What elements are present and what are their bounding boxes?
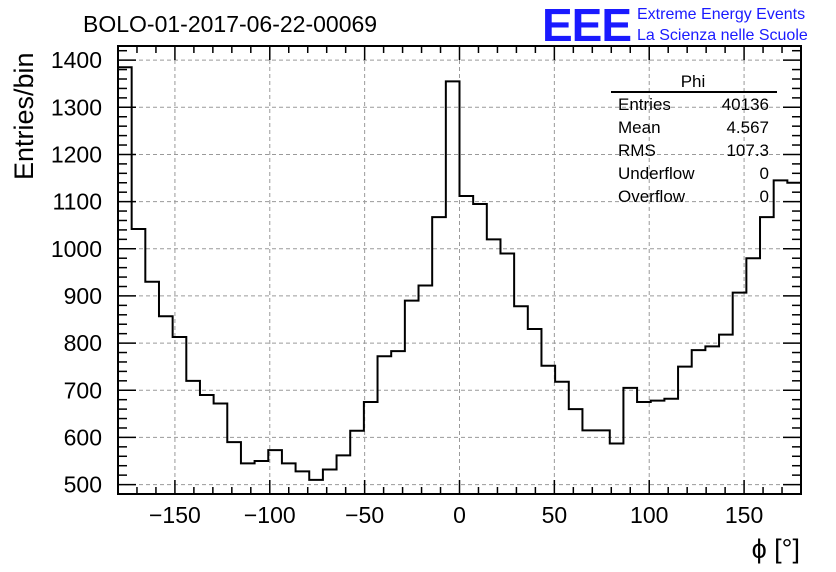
stats-value: 40136	[722, 95, 769, 114]
logo-mark: EEE	[542, 0, 631, 51]
y-tick-label: 1200	[51, 141, 102, 167]
x-tick-labels: −150 −100 −50 0 50 100 150	[149, 502, 763, 528]
stats-label: Entries	[618, 95, 671, 114]
stats-label: Overflow	[618, 187, 686, 206]
y-tick-label: 600	[64, 424, 102, 450]
stats-label: Mean	[618, 118, 661, 137]
y-tick-label: 1100	[53, 189, 102, 215]
y-tick-label: 1400	[51, 47, 102, 73]
y-tick-label: 1000	[51, 236, 102, 262]
stats-value: 0	[760, 187, 769, 206]
logo-line-1: Extreme Energy Events	[637, 6, 805, 23]
x-tick-label: 150	[725, 502, 763, 528]
x-tick-label: 0	[453, 502, 466, 528]
x-tick-label: −50	[345, 502, 384, 528]
stats-box: Phi Entries 40136 Mean 4.567 RMS 107.3 Underfl…	[611, 72, 777, 206]
y-tick-label: 1300	[51, 94, 102, 120]
stats-value: 107.3	[726, 141, 769, 160]
stats-label: Underflow	[618, 164, 695, 183]
eee-logo: EEE Extreme Energy Events La Scienza nel…	[542, 0, 808, 51]
y-tick-label: 700	[64, 377, 102, 403]
x-tick-label: 50	[542, 502, 568, 528]
stats-value: 4.567	[726, 118, 769, 137]
grid	[118, 46, 801, 494]
y-tick-label: 800	[64, 330, 102, 356]
y-axis-title: Entries/bin	[9, 52, 39, 180]
axis-ticks	[117, 46, 802, 494]
histogram-line	[118, 66, 801, 481]
x-tick-label: −150	[149, 502, 201, 528]
stats-title: Phi	[681, 72, 706, 91]
stats-label: RMS	[618, 141, 656, 160]
x-tick-label: −100	[244, 502, 296, 528]
y-tick-label: 500	[64, 472, 102, 498]
chart-title: BOLO-01-2017-06-22-00069	[83, 11, 377, 37]
logo-line-2: La Scienza nelle Scuole	[637, 27, 808, 44]
stats-rows: Entries 40136 Mean 4.567 RMS 107.3 Underflow 0 O…	[618, 95, 769, 206]
x-tick-label: 100	[630, 502, 668, 528]
y-tick-labels: 500 600 700 800 900 1000 1100 1200 1300 1400	[51, 47, 102, 497]
x-axis-title: ϕ [°]	[752, 534, 800, 564]
y-tick-label: 900	[64, 283, 102, 309]
stats-value: 0	[760, 164, 769, 183]
